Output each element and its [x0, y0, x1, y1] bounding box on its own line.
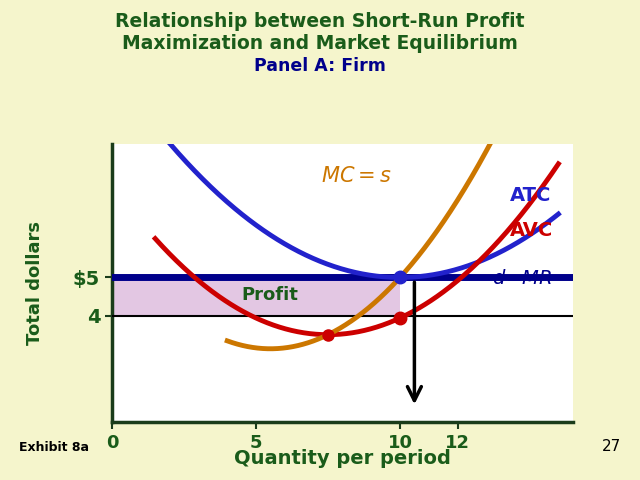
Text: Panel A: Firm: Panel A: Firm — [254, 57, 386, 74]
Text: AVC: AVC — [509, 220, 553, 240]
Bar — [112, 277, 400, 316]
Text: ATC: ATC — [509, 186, 551, 205]
Text: 27: 27 — [602, 439, 621, 454]
Text: $d\!=\!MR$: $d\!=\!MR$ — [492, 269, 553, 288]
Text: Total dollars: Total dollars — [26, 221, 44, 345]
Text: Profit: Profit — [242, 286, 298, 303]
Text: $MC = s$: $MC = s$ — [321, 166, 392, 186]
Text: Maximization and Market Equilibrium: Maximization and Market Equilibrium — [122, 34, 518, 53]
Text: Exhibit 8a: Exhibit 8a — [19, 441, 89, 454]
Text: Quantity per period: Quantity per period — [234, 449, 451, 468]
Text: Relationship between Short-Run Profit: Relationship between Short-Run Profit — [115, 12, 525, 31]
